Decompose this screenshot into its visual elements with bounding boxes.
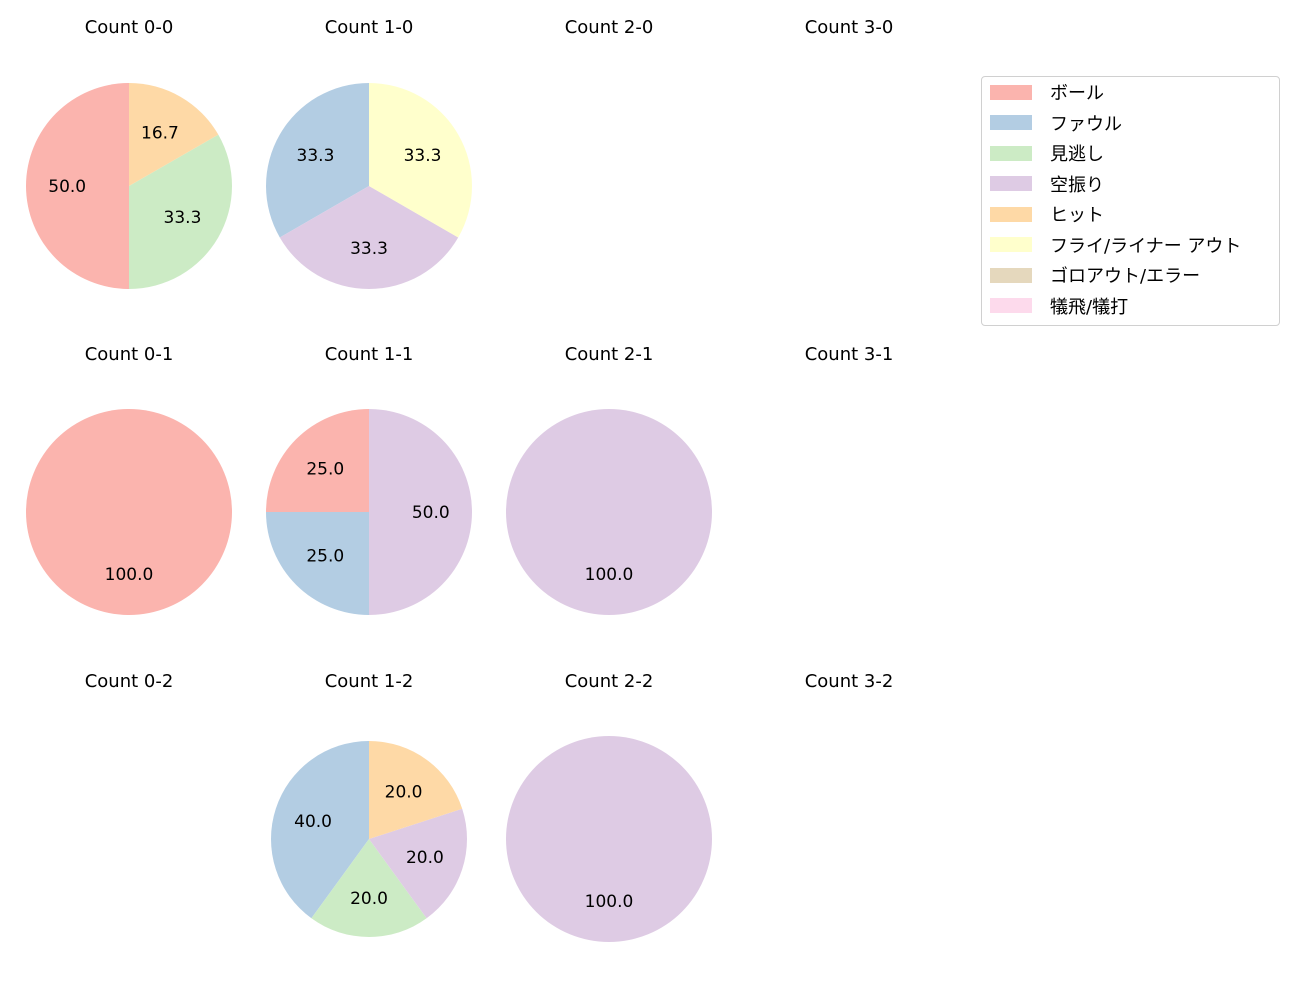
slice-label: 100.0 (105, 565, 154, 585)
subplot-title: Count 0-2 (84, 671, 174, 692)
pie-count-2-1: 100.0 (506, 409, 712, 615)
pie-slice (266, 409, 369, 512)
pie-count-1-0: 33.3 33.3 33.3 (266, 83, 472, 289)
legend-label: ゴロアウト/エラー (1050, 266, 1201, 287)
legend-swatch (990, 206, 1032, 222)
pie-slice (266, 83, 369, 238)
chart-legend: ボール ファウル 見逃し 空振り ヒット フライ/ライナー アウト ゴロアウト/… (981, 76, 1280, 326)
legend-item-called-strike: 見逃し (990, 143, 1104, 165)
slice-label: 25.0 (306, 547, 344, 567)
pie-slice (26, 83, 129, 289)
subplot-title: Count 3-0 (804, 17, 894, 38)
legend-label: 見逃し (1050, 144, 1104, 165)
legend-swatch (990, 145, 1032, 161)
subplot-title: Count 3-2 (804, 671, 894, 692)
slice-label: 33.3 (164, 208, 202, 228)
slice-label: 33.3 (350, 239, 388, 259)
legend-label: フライ/ライナー アウト (1050, 235, 1242, 257)
slice-label: 50.0 (412, 503, 450, 523)
pie-slice (266, 512, 369, 615)
pie-slice (369, 741, 463, 839)
slice-label: 25.0 (306, 459, 344, 479)
legend-label: ヒット (1050, 205, 1104, 226)
pie-slice (311, 839, 427, 937)
slice-label: 20.0 (406, 848, 444, 868)
slice-label: 40.0 (294, 812, 332, 832)
subplot-title: Count 2-2 (564, 671, 654, 692)
legend-swatch (990, 115, 1032, 130)
legend-item-fly-liner-out: フライ/ライナー アウト (990, 235, 1242, 257)
slice-label: 33.3 (297, 146, 335, 166)
legend-item-hit: ヒット (990, 204, 1104, 226)
subplot-title: Count 3-1 (804, 344, 894, 365)
slice-label: 16.7 (141, 124, 179, 144)
pie-count-0-1: 100.0 (26, 409, 232, 615)
pie-slice (369, 409, 472, 615)
legend-swatch (990, 267, 1032, 283)
pie-count-0-0: 50.0 33.3 16.7 (26, 83, 233, 289)
subplot-title: Count 1-0 (324, 17, 414, 38)
legend-swatch (990, 176, 1032, 191)
subplot-title: Count 1-2 (324, 671, 414, 692)
pie-slice (129, 134, 233, 289)
pie-slice (271, 741, 369, 919)
subplot-title: Count 2-1 (564, 344, 654, 365)
slice-label: 100.0 (585, 892, 634, 912)
subplot-title: Count 0-1 (84, 344, 174, 365)
subplot-title: Count 1-1 (324, 344, 414, 365)
legend-item-foul: ファウル (990, 113, 1122, 135)
pie-count-1-1: 25.0 25.0 50.0 (266, 409, 472, 615)
subplot-title: Count 0-0 (84, 17, 174, 38)
pie-slice (26, 409, 232, 615)
pie-slice (506, 409, 712, 615)
pie-count-2-2: 100.0 (506, 736, 712, 942)
subplot-title: Count 2-0 (564, 17, 654, 38)
legend-swatch (990, 237, 1032, 252)
pie-slice (369, 808, 468, 919)
legend-label: ファウル (1050, 113, 1122, 135)
legend-label: 空振り (1050, 174, 1104, 196)
pie-count-1-2: 40.0 20.0 20.0 20.0 (271, 741, 468, 937)
pie-slice (506, 736, 712, 942)
legend-label: ボール (1050, 83, 1104, 104)
legend-item-swinging-strike: 空振り (990, 174, 1104, 196)
slice-label: 20.0 (385, 782, 423, 802)
legend-item-ground-out-error: ゴロアウト/エラー (990, 265, 1201, 287)
legend-swatch (990, 298, 1032, 313)
legend-label: 犠飛/犠打 (1050, 296, 1129, 318)
pie-slice (129, 83, 219, 186)
slice-label: 50.0 (48, 177, 86, 197)
legend-item-sacrifice: 犠飛/犠打 (990, 296, 1129, 318)
pie-slice (369, 83, 472, 238)
slice-label: 100.0 (585, 565, 634, 585)
legend-swatch (990, 84, 1032, 100)
legend-item-ball: ボール (990, 82, 1104, 104)
slice-label: 33.3 (404, 146, 442, 166)
slice-label: 20.0 (350, 889, 388, 909)
